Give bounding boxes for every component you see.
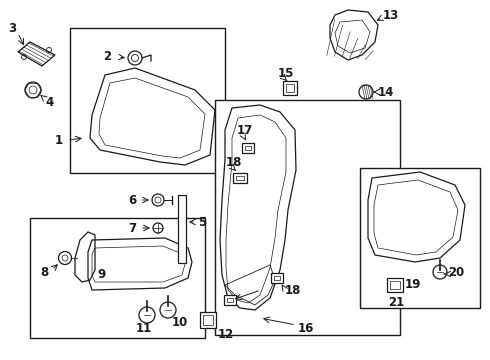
Text: 5: 5 (198, 216, 206, 229)
Text: 8: 8 (40, 266, 48, 279)
Bar (387, 278, 403, 292)
Bar (283, 81, 297, 95)
Text: 13: 13 (383, 9, 399, 22)
Bar (200, 312, 216, 328)
Bar (70, 28, 225, 173)
Bar (360, 168, 480, 308)
Bar (271, 273, 283, 283)
Text: 20: 20 (448, 266, 464, 279)
Text: 18: 18 (285, 284, 301, 297)
Text: 14: 14 (378, 86, 394, 99)
Text: 9: 9 (97, 269, 105, 282)
Bar (286, 84, 294, 92)
Bar (215, 100, 400, 335)
Bar (242, 143, 254, 153)
Text: 1: 1 (55, 134, 63, 147)
Text: 6: 6 (128, 194, 136, 207)
Bar (274, 276, 280, 280)
Bar (227, 298, 233, 302)
Text: 4: 4 (45, 95, 53, 108)
Text: 19: 19 (405, 279, 421, 292)
Text: 17: 17 (237, 123, 253, 136)
Bar (30, 218, 205, 338)
Bar (233, 173, 247, 183)
Bar (245, 146, 251, 150)
Text: 16: 16 (298, 321, 315, 334)
Bar (203, 315, 213, 325)
Text: 18: 18 (226, 156, 243, 168)
Bar (224, 295, 236, 305)
Text: 11: 11 (136, 321, 152, 334)
Text: 7: 7 (128, 221, 136, 234)
Text: 15: 15 (278, 67, 294, 80)
Text: 10: 10 (172, 315, 188, 328)
Text: 3: 3 (8, 22, 16, 35)
Text: 12: 12 (218, 328, 234, 342)
Bar (390, 281, 400, 289)
Text: 21: 21 (388, 296, 404, 309)
Bar (178, 195, 186, 263)
Bar (236, 176, 244, 180)
Text: 2: 2 (103, 50, 111, 63)
